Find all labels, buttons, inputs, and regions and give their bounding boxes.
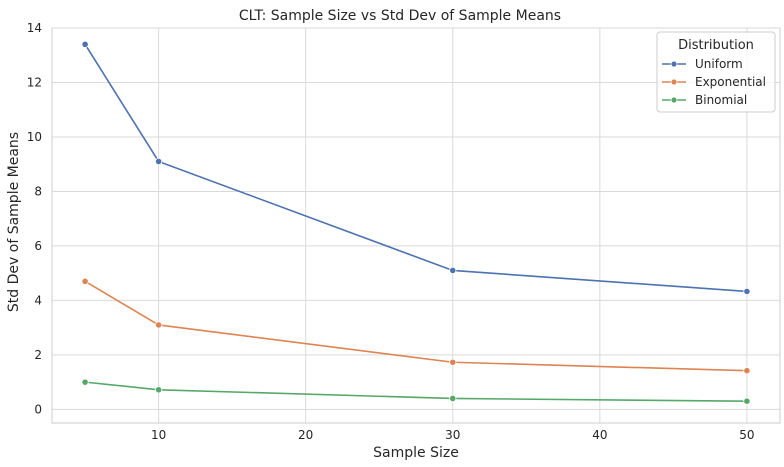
legend-item-exponential: Exponential <box>662 75 766 89</box>
legend-item-binomial: Binomial <box>662 93 747 107</box>
grid <box>52 27 780 423</box>
legend-swatch-marker <box>670 96 678 104</box>
x-tick-label: 50 <box>739 428 754 442</box>
chart-title: CLT: Sample Size vs Std Dev of Sample Me… <box>239 8 561 24</box>
legend-item-uniform: Uniform <box>662 57 743 71</box>
data-point-binomial <box>155 386 163 394</box>
series-uniform <box>81 40 751 296</box>
legend-label: Exponential <box>695 75 766 89</box>
legend-swatch-marker <box>670 60 678 68</box>
data-point-binomial <box>449 394 457 403</box>
x-tick-label: 30 <box>445 428 460 442</box>
data-point-uniform <box>449 266 457 275</box>
x-tick-label: 10 <box>151 428 166 442</box>
x-tick-labels: 10 20 30 40 50 <box>151 428 755 442</box>
y-tick-label: 14 <box>27 21 42 35</box>
legend: Distribution Uniform Exponential Binomial <box>656 31 776 113</box>
data-point-exponential <box>155 321 163 329</box>
series-line-exponential <box>84 280 747 372</box>
y-axis-title: Std Dev of Sample Means <box>6 132 22 312</box>
series-binomial <box>81 378 751 405</box>
data-point-uniform <box>743 287 751 296</box>
legend-box <box>656 31 776 113</box>
series-line-uniform <box>84 43 747 293</box>
data-point-binomial <box>81 378 89 386</box>
series-layer <box>81 40 751 405</box>
data-point-exponential <box>81 277 89 285</box>
series-exponential <box>81 277 751 375</box>
data-point-exponential <box>449 358 457 366</box>
series-line-binomial <box>85 381 747 403</box>
y-tick-label: 10 <box>27 130 42 144</box>
data-point-uniform <box>81 40 89 48</box>
y-tick-labels: 0 2 4 6 8 10 12 14 <box>27 21 42 416</box>
data-point-uniform <box>155 157 163 166</box>
legend-swatch-marker <box>670 78 678 86</box>
x-axis-title: Sample Size <box>373 445 459 461</box>
y-tick-label: 0 <box>34 402 42 416</box>
y-tick-label: 12 <box>27 75 42 89</box>
y-tick-label: 4 <box>34 293 42 307</box>
x-tick-label: 20 <box>298 428 313 442</box>
data-point-exponential <box>743 367 751 375</box>
legend-title: Distribution <box>678 38 754 53</box>
legend-label: Binomial <box>695 93 747 107</box>
legend-items: Uniform Exponential Binomial <box>662 57 766 107</box>
x-tick-label: 40 <box>592 428 607 442</box>
y-tick-label: 2 <box>34 348 42 362</box>
legend-label: Uniform <box>695 57 743 71</box>
data-point-binomial <box>743 397 751 405</box>
y-tick-label: 6 <box>34 239 42 253</box>
y-tick-label: 8 <box>34 184 42 198</box>
